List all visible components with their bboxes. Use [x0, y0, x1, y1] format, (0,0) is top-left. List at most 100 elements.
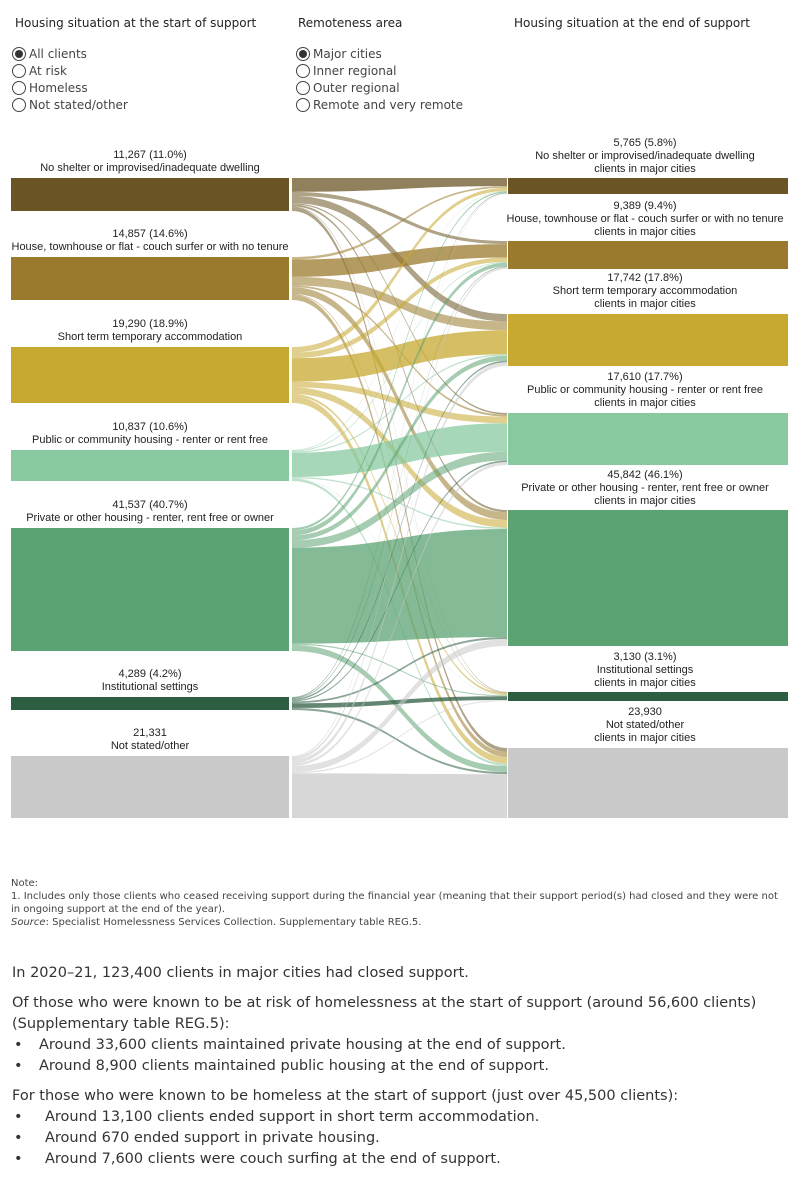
- radio-selected-icon[interactable]: [12, 46, 26, 61]
- end-node-noshelter[interactable]: [508, 178, 788, 194]
- flow-link-couch-to-couch[interactable]: [292, 244, 507, 277]
- radio-selected-icon[interactable]: [296, 46, 310, 61]
- remoteness-option-remote[interactable]: Remote and very remote: [296, 96, 463, 113]
- flow-link-private-to-public[interactable]: [292, 451, 507, 548]
- end-node-name-label: Not stated/other: [605, 719, 685, 731]
- flow-link-inst-to-noshelter[interactable]: [292, 192, 507, 698]
- start-node-name-label: Short term temporary accommodation: [57, 331, 243, 343]
- start-node-name-label: Institutional settings: [101, 681, 199, 693]
- end-node-sub-label: clients in major cities: [594, 226, 696, 238]
- flow-link-inst-to-couch[interactable]: [292, 266, 507, 699]
- end-node-short[interactable]: [508, 314, 788, 366]
- end-node-private[interactable]: [508, 510, 788, 646]
- end-node-name-label: No shelter or improvised/inadequate dwel…: [535, 150, 755, 162]
- start-node-couch[interactable]: [11, 257, 289, 300]
- flow-link-couch-to-noshelter[interactable]: [292, 186, 507, 260]
- flow-link-inst-to-private[interactable]: [292, 636, 507, 704]
- note-source: Source: Specialist Homelessness Services…: [11, 917, 422, 928]
- flow-link-private-to-private[interactable]: [292, 528, 507, 644]
- end-node-sub-label: clients in major cities: [594, 163, 696, 175]
- flow-link-couch-to-short[interactable]: [292, 276, 507, 331]
- flow-link-short-to-public[interactable]: [292, 381, 507, 424]
- end-node-value-label: 9,389 (9.4%): [613, 200, 677, 212]
- housing-option-at-risk[interactable]: At risk: [12, 62, 128, 79]
- end-node-label-inst: 3,130 (3.1%) Institutional settings client…: [502, 651, 788, 690]
- list-item: Around 670 ended support in private hous…: [12, 1128, 792, 1149]
- end-node-notstated[interactable]: [508, 748, 788, 818]
- end-node-sub-label: clients in major cities: [594, 495, 696, 507]
- end-node-label-couch: 9,389 (9.4%) House, townhouse or flat - c…: [502, 200, 788, 239]
- end-node-name-label: House, townhouse or flat - couch surfer …: [506, 213, 784, 225]
- end-node-value-label: 5,765 (5.8%): [613, 137, 677, 149]
- flow-link-private-to-noshelter[interactable]: [292, 191, 507, 531]
- housing-option-homeless[interactable]: Homeless: [12, 79, 128, 96]
- start-node-notstated[interactable]: [11, 756, 289, 818]
- start-node-value-label: 10,837 (10.6%): [112, 421, 188, 433]
- start-node-value-label: 19,290 (18.9%): [112, 318, 188, 330]
- flow-link-private-to-couch[interactable]: [292, 262, 507, 536]
- flow-link-couch-to-notstated[interactable]: [292, 294, 507, 757]
- radio-icon[interactable]: [296, 63, 310, 78]
- start-node-value-label: 41,537 (40.7%): [112, 499, 188, 511]
- flow-link-private-to-short[interactable]: [292, 355, 507, 541]
- flow-group: [292, 178, 507, 818]
- radio-icon[interactable]: [12, 97, 26, 112]
- start-node-public[interactable]: [11, 450, 289, 481]
- flow-link-public-to-couch[interactable]: [292, 261, 507, 452]
- flow-link-inst-to-public[interactable]: [292, 460, 507, 702]
- flow-link-inst-to-short[interactable]: [292, 360, 507, 701]
- flow-link-short-to-short[interactable]: [292, 330, 507, 382]
- start-node-inst[interactable]: [11, 697, 289, 710]
- flow-link-notstated-to-short[interactable]: [292, 362, 507, 764]
- list-item: Around 7,600 clients were couch surfing …: [12, 1149, 792, 1170]
- start-node-short[interactable]: [11, 347, 289, 403]
- end-node-value-label: 17,742 (17.8%): [607, 272, 683, 284]
- housing-option-all[interactable]: All clients: [12, 45, 128, 62]
- end-node-couch[interactable]: [508, 241, 788, 269]
- end-node-name-label: Short term temporary accommodation: [552, 285, 738, 297]
- start-node-name-label: Public or community housing - renter or …: [32, 434, 268, 446]
- end-node-sub-label: clients in major cities: [594, 298, 696, 310]
- summary-paragraph-1: In 2020–21, 123,400 clients in major cit…: [12, 965, 469, 981]
- radio-icon[interactable]: [12, 80, 26, 95]
- end-node-value-label: 17,610 (17.7%): [607, 371, 683, 383]
- end-node-inst[interactable]: [508, 692, 788, 701]
- flow-link-notstated-to-notstated[interactable]: [292, 773, 507, 818]
- start-node-noshelter[interactable]: [11, 178, 289, 211]
- remoteness-option-major-cities[interactable]: Major cities: [296, 45, 463, 62]
- flow-link-noshelter-to-notstated[interactable]: [292, 207, 507, 752]
- flow-link-inst-to-inst[interactable]: [292, 696, 507, 708]
- flow-link-short-to-noshelter[interactable]: [292, 187, 507, 353]
- start-node-value-label: 21,331: [133, 727, 167, 739]
- flow-link-noshelter-to-couch[interactable]: [292, 191, 507, 245]
- flow-link-notstated-to-inst[interactable]: [292, 700, 507, 774]
- flow-link-notstated-to-public[interactable]: [292, 462, 507, 766]
- housing-option-not-stated[interactable]: Not stated/other: [12, 96, 128, 113]
- end-node-name-label: Public or community housing - renter or …: [527, 384, 763, 396]
- radio-icon[interactable]: [296, 97, 310, 112]
- end-header: Housing situation at the end of support: [514, 16, 750, 30]
- flow-link-notstated-to-private[interactable]: [292, 639, 507, 773]
- start-node-private[interactable]: [11, 528, 289, 651]
- radio-icon[interactable]: [296, 80, 310, 95]
- end-node-name-label: Private or other housing - renter, rent …: [521, 482, 769, 494]
- flow-link-notstated-to-noshelter[interactable]: [292, 193, 507, 758]
- flow-link-noshelter-to-noshelter[interactable]: [292, 178, 507, 192]
- flow-link-notstated-to-couch[interactable]: [292, 267, 507, 760]
- remoteness-option-outer-regional[interactable]: Outer regional: [296, 79, 463, 96]
- remoteness-option-inner-regional[interactable]: Inner regional: [296, 62, 463, 79]
- flow-link-short-to-couch[interactable]: [292, 257, 507, 359]
- end-node-label-short: 17,742 (17.8%) Short term temporary accom…: [502, 272, 788, 311]
- note-title: Note:: [11, 878, 39, 889]
- end-node-name-label: Institutional settings: [596, 664, 694, 676]
- flow-link-inst-to-notstated[interactable]: [292, 707, 507, 775]
- flow-link-public-to-short[interactable]: [292, 354, 507, 453]
- start-header: Housing situation at the start of suppor…: [15, 16, 257, 30]
- sankey-chart: [11, 178, 788, 818]
- end-node-public[interactable]: [508, 413, 788, 465]
- flow-link-couch-to-inst[interactable]: [292, 293, 507, 694]
- end-node-label-private: 45,842 (46.1%) Private or other housing -…: [502, 469, 788, 508]
- start-node-label-public: 10,837 (10.6%) Public or community housin…: [11, 421, 289, 447]
- radio-icon[interactable]: [12, 63, 26, 78]
- flow-link-public-to-noshelter[interactable]: [292, 190, 507, 451]
